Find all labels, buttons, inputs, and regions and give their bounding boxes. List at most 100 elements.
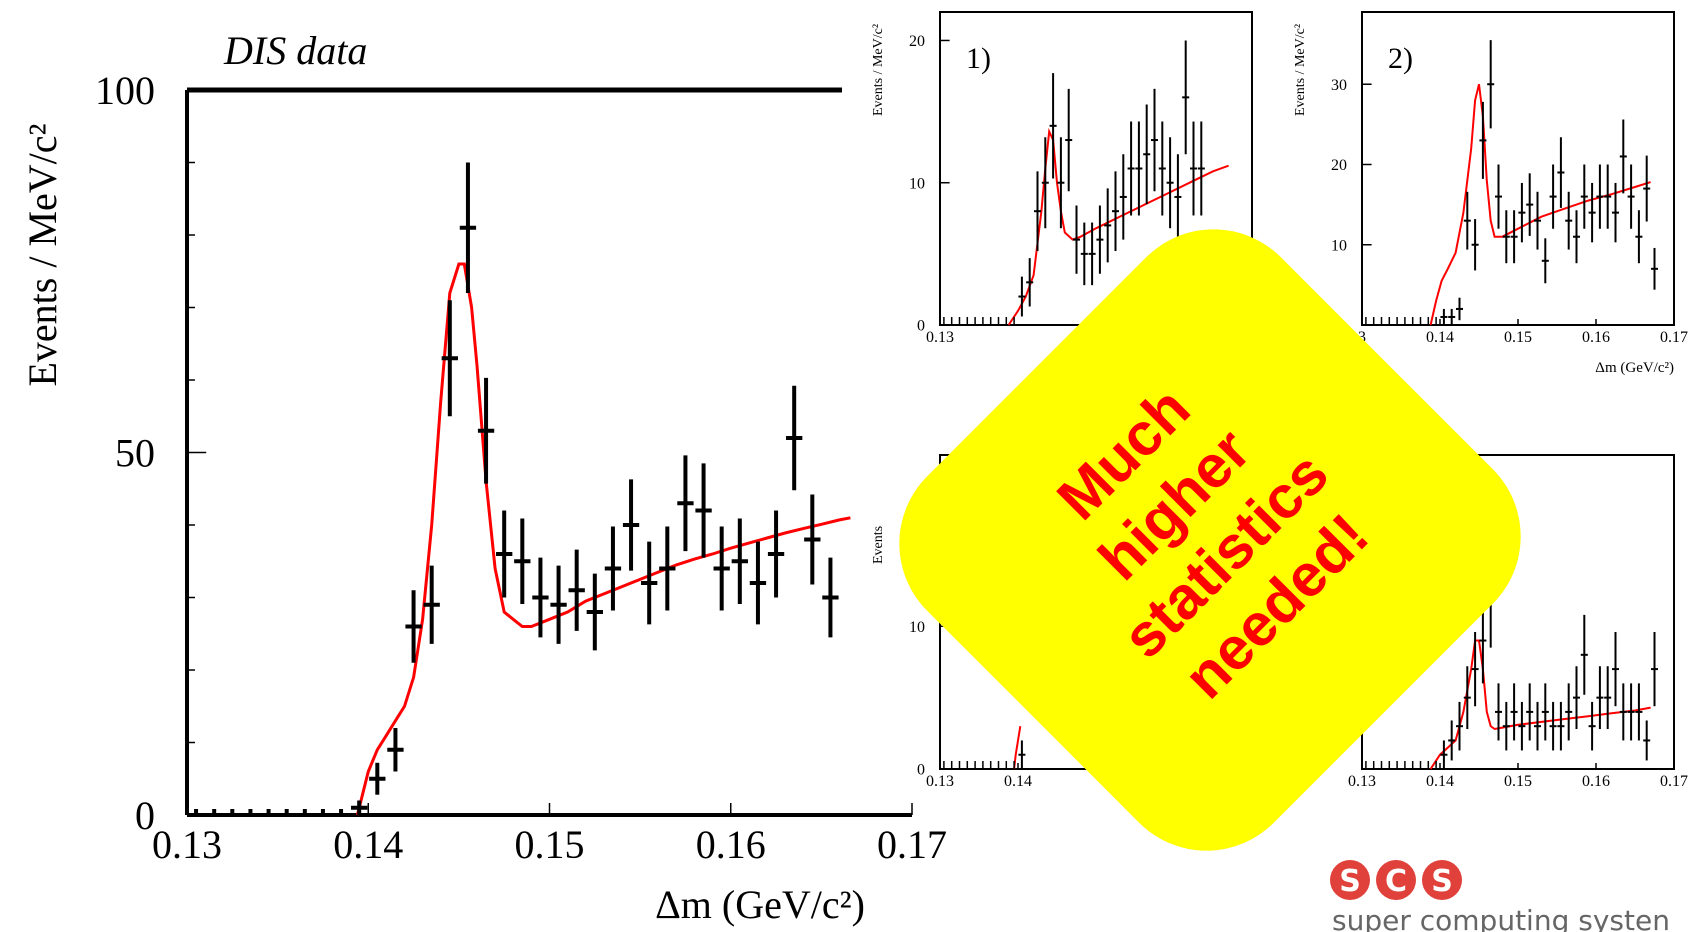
data-point <box>1440 308 1448 325</box>
data-point <box>1572 666 1581 730</box>
data-point <box>1549 701 1557 751</box>
x-tick-label: 0.13 <box>926 773 954 790</box>
panel-2-label: 2) <box>1388 42 1413 75</box>
panel-1-label: 1) <box>966 42 991 75</box>
data-point <box>1604 666 1612 730</box>
data-point <box>1619 683 1627 741</box>
data-point <box>1565 683 1573 741</box>
data-point <box>1049 73 1057 179</box>
data-point <box>1596 666 1604 730</box>
x-tick-label: 0.14 <box>1426 773 1454 790</box>
data-point <box>1557 137 1565 208</box>
data-point <box>641 541 658 625</box>
x-tick-label: 0.17 <box>1660 329 1688 346</box>
scs-logo: S C S super computing systen <box>1330 860 1670 932</box>
data-point <box>1549 164 1557 229</box>
data-point <box>1541 683 1549 741</box>
data-point <box>586 573 603 651</box>
data-point <box>767 510 785 598</box>
data-point <box>1510 683 1518 741</box>
x-tick-label: 0.16 <box>1582 773 1610 790</box>
data-point <box>1072 205 1081 274</box>
data-point <box>1588 701 1596 751</box>
data-point <box>1541 238 1549 284</box>
panel-2-x-label: Δm (GeV/c²) <box>1595 360 1674 376</box>
x-tick-label: 0.14 <box>333 822 403 867</box>
data-point <box>1518 182 1526 243</box>
x-tick-label: 0.14 <box>1004 773 1032 790</box>
data-point <box>1627 164 1635 229</box>
data-point <box>1033 171 1042 252</box>
data-point <box>1502 701 1510 751</box>
data-point <box>1026 258 1034 307</box>
x-tick-label: 0.14 <box>1426 329 1454 346</box>
data-point <box>731 518 748 605</box>
data-point <box>1596 164 1604 229</box>
data-point <box>1174 154 1182 240</box>
data-point <box>1643 155 1651 222</box>
data-point <box>677 455 694 552</box>
data-point <box>1627 683 1635 741</box>
data-point <box>786 385 803 491</box>
data-point <box>1065 88 1073 192</box>
data-point <box>1526 173 1534 236</box>
data-point <box>1111 171 1120 252</box>
data-point <box>369 762 386 795</box>
data-point <box>822 557 839 638</box>
data-point <box>604 526 622 611</box>
data-point <box>477 377 495 484</box>
logo-letter-3: S <box>1431 864 1453 899</box>
logo-letter-2: C <box>1385 864 1407 899</box>
main-chart-title: DIS data <box>223 28 367 73</box>
data-point <box>1080 222 1088 286</box>
data-point <box>1502 210 1510 264</box>
data-point <box>441 300 458 417</box>
data-point <box>405 590 422 663</box>
y-tick-label: 10 <box>909 175 925 192</box>
panel-2-y-label: Events / MeV/c² <box>1293 24 1308 116</box>
data-point <box>1533 191 1542 250</box>
x-tick-label: 0.15 <box>1504 773 1532 790</box>
data-point <box>1197 121 1205 216</box>
data-point <box>1463 666 1471 730</box>
data-point <box>1166 137 1174 229</box>
data-point <box>1588 182 1596 243</box>
data-point <box>1510 210 1518 264</box>
data-point <box>1635 210 1643 264</box>
data-point <box>1158 121 1166 216</box>
logo-circle-2 <box>1376 860 1416 900</box>
data-point <box>1189 121 1198 216</box>
data-point <box>1119 154 1127 240</box>
logo-circle-1 <box>1330 860 1370 900</box>
data-point <box>1526 683 1534 741</box>
data-point <box>514 518 531 605</box>
data-point <box>1143 104 1151 205</box>
fit-curve <box>1429 83 1651 326</box>
x-tick-label: 3 <box>1358 329 1366 346</box>
y-tick-label: 100 <box>95 68 155 113</box>
data-point <box>659 526 676 611</box>
data-point <box>496 510 513 598</box>
logo-tagline: super computing systen <box>1332 904 1670 932</box>
x-tick-label: 0.15 <box>1504 329 1532 346</box>
data-point <box>1455 297 1464 321</box>
data-point <box>1135 121 1143 216</box>
data-point <box>1479 101 1487 179</box>
fit-curve <box>1429 639 1651 770</box>
y-tick-label: 20 <box>1331 157 1347 174</box>
y-tick-label: 10 <box>1331 237 1347 254</box>
x-tick-label: 0.16 <box>696 822 766 867</box>
data-point <box>1018 276 1026 317</box>
data-point <box>1471 219 1479 271</box>
x-tick-label: 0.15 <box>515 822 585 867</box>
x-tick-label: 0.17 <box>1660 773 1688 790</box>
data-point <box>1572 210 1581 264</box>
data-point <box>1487 40 1495 129</box>
fit-curve <box>355 262 851 816</box>
data-point <box>804 494 821 585</box>
y-tick-label: 0 <box>917 762 925 779</box>
data-point <box>1150 88 1159 192</box>
data-point <box>1494 164 1503 229</box>
data-point <box>1518 701 1526 751</box>
